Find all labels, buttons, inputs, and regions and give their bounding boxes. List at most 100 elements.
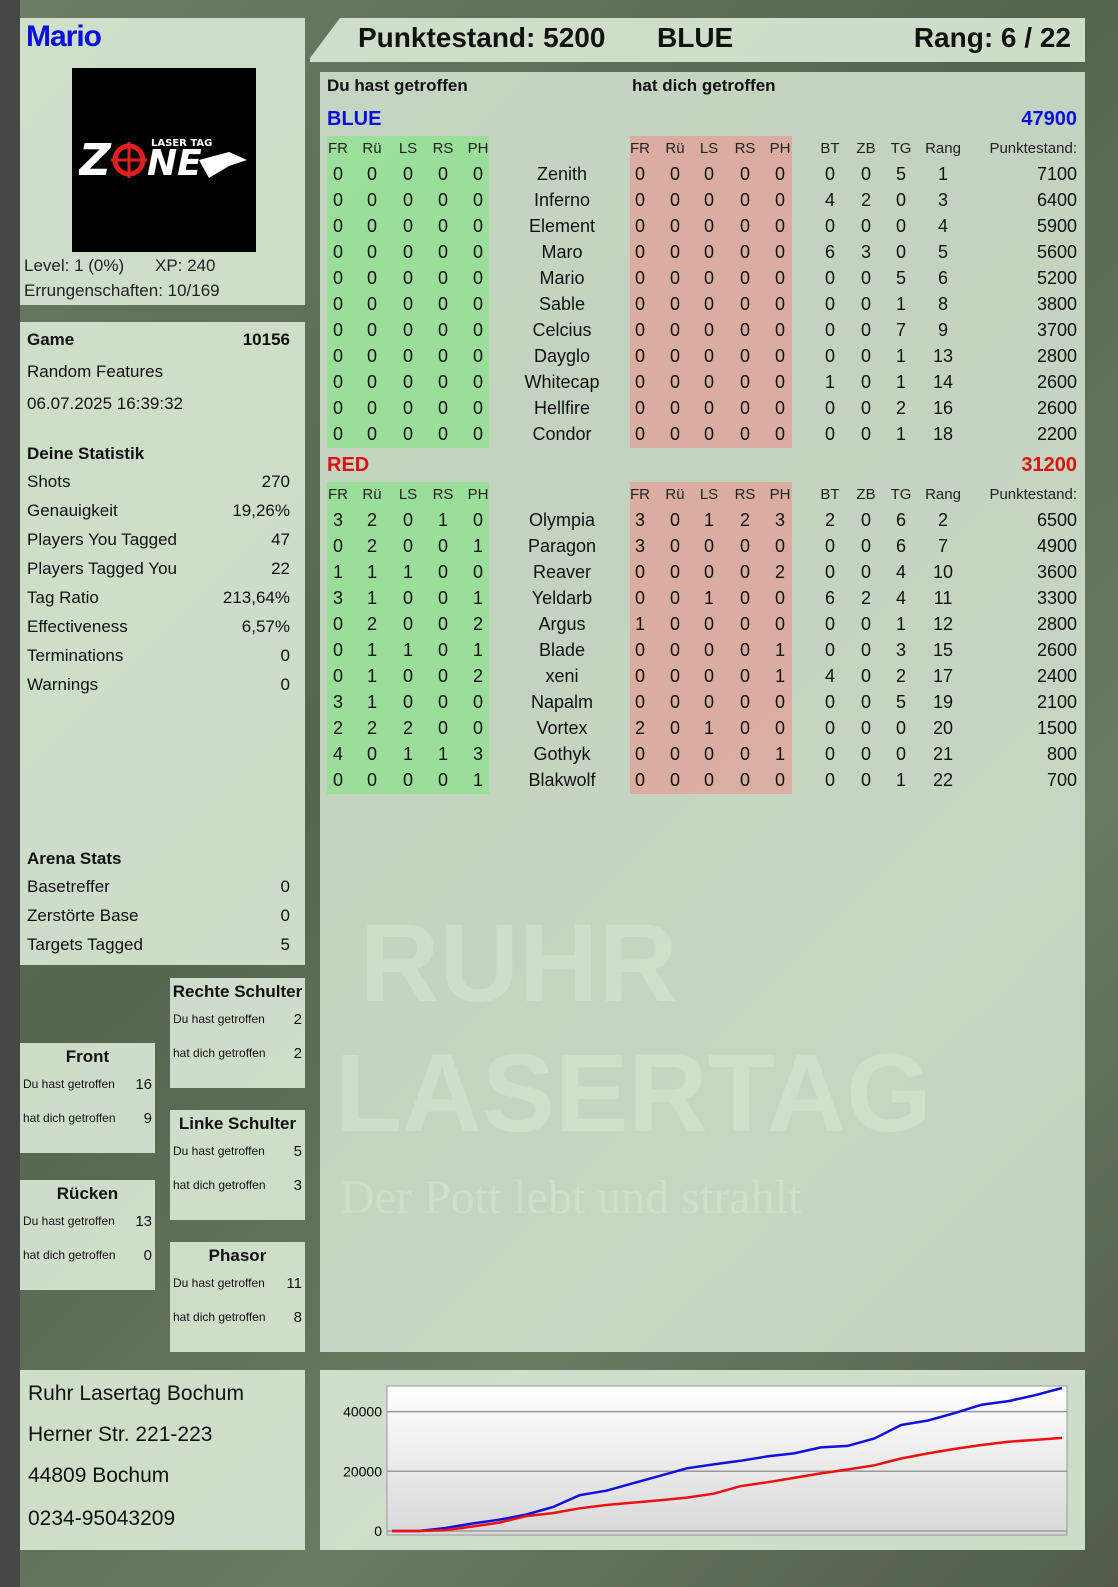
you-hit-block [327, 136, 489, 448]
you-hit-RS: 1 [437, 744, 448, 764]
you-hit-PH: 0 [472, 424, 483, 444]
hit-zone-title: Rechte Schulter [172, 982, 303, 1001]
hit-zone-title: Rücken [56, 1184, 119, 1203]
hit-zone-linke-schulter: Linke Schulter Du hast getroffen 5 hat dich… [170, 1110, 305, 1220]
hit-you-PH: 0 [774, 190, 785, 210]
stat-label: Tag Ratio [27, 588, 99, 607]
you-hit-PH: 2 [472, 666, 483, 686]
player-row: 0 0 0 0 0 Sable 0 0 0 0 0 0 0 1 8 3800 [320, 294, 1085, 320]
stat-ZB: 0 [860, 744, 871, 764]
player-name: Argus [538, 614, 586, 634]
hit-you-PH: 0 [774, 268, 785, 288]
stat-ZB: 0 [860, 640, 871, 660]
hit-you-RS: 0 [739, 666, 750, 686]
col-header-you-Rü: Rü [362, 140, 382, 157]
stat-value: 22 [271, 559, 290, 578]
player-score: 4900 [1036, 536, 1077, 556]
you-hit-RS: 0 [437, 588, 448, 608]
you-hit-PH: 0 [472, 692, 483, 712]
stat-TG: 0 [895, 216, 906, 236]
stat-ZB: 0 [860, 320, 871, 340]
stat-label: Players You Tagged [27, 530, 177, 549]
blue-team-line [392, 1386, 1063, 1533]
stat-Rang: 21 [932, 744, 954, 764]
you-hit-RS: 0 [437, 640, 448, 660]
hit-you-FR: 0 [634, 164, 645, 184]
stat-BT: 6 [824, 242, 835, 262]
hit-you-RS: 0 [739, 242, 750, 262]
stat-ZB: 3 [860, 242, 871, 262]
col-header-you-LS: LS [398, 486, 418, 503]
col-header-you-RS: RS [432, 486, 454, 503]
stat-Rang: 1 [937, 164, 948, 184]
you-hit-label: Du hast getroffen [327, 76, 468, 95]
venue-street: Herner Str. 221-223 [28, 1423, 213, 1446]
you-hit-LS: 0 [402, 666, 413, 686]
player-row: 0 2 0 0 1 Paragon 3 0 0 0 0 0 0 6 7 4900 [320, 536, 1085, 562]
you-hit-RS: 0 [437, 562, 448, 582]
hit-you-Rü: 0 [669, 424, 680, 444]
hit-you-PH: 0 [774, 346, 785, 366]
hit-you-value: 3 [293, 1177, 302, 1194]
hit-you-FR: 3 [634, 536, 645, 556]
col-header-TG: TG [890, 140, 912, 157]
you-hit-RS: 0 [437, 164, 448, 184]
hit-you-Rü: 0 [669, 692, 680, 712]
stat-ZB: 0 [860, 666, 871, 686]
hit-you-RS: 0 [739, 562, 750, 582]
hit-you-FR: 0 [634, 424, 645, 444]
y-tick-label: 0 [374, 1523, 382, 1539]
col-header-you-PH: PH [467, 486, 489, 503]
hit-you-RS: 2 [739, 510, 750, 530]
player-name: Zenith [536, 164, 588, 184]
you-hit-Rü: 0 [366, 372, 377, 392]
stat-Rang: 5 [937, 242, 948, 262]
you-hit-value: 16 [135, 1076, 152, 1093]
stat-value: 19,26% [232, 501, 290, 520]
hit-you-FR: 0 [634, 770, 645, 790]
stat-label: Genauigkeit [27, 501, 118, 520]
player-score: 3700 [1036, 320, 1077, 340]
player-name: Hellfire [533, 398, 590, 418]
zone-laser-tag-logo: Z NE LASER TAG [72, 68, 256, 252]
hit-you-RS: 0 [739, 216, 750, 236]
you-hit-RS: 0 [437, 294, 448, 314]
hit-you-RS: 0 [739, 424, 750, 444]
stat-BT: 0 [824, 744, 835, 764]
player-name: Mario [539, 268, 585, 288]
stat-BT: 0 [824, 614, 835, 634]
you-hit-RS: 0 [437, 666, 448, 686]
you-hit-PH: 0 [472, 398, 483, 418]
you-hit-FR: 0 [332, 294, 343, 314]
hit-you-PH: 0 [774, 320, 785, 340]
hit-you-FR: 0 [634, 640, 645, 660]
stat-Rang: 3 [937, 190, 948, 210]
you-hit-PH: 0 [472, 164, 483, 184]
player-score: 2200 [1036, 424, 1077, 444]
hit-you-PH: 1 [774, 744, 785, 764]
hit-you-LS: 0 [703, 744, 714, 764]
hit-you-PH: 0 [774, 718, 785, 738]
player-score: 3600 [1036, 562, 1077, 582]
player-name: Inferno [533, 190, 591, 210]
stat-TG: 1 [895, 346, 906, 366]
stat-Rang: 19 [932, 692, 954, 712]
stat-BT: 4 [824, 666, 835, 686]
player-name: Paragon [527, 536, 597, 556]
hit-you-Rü: 0 [669, 588, 680, 608]
you-hit-value: 5 [293, 1143, 302, 1160]
hit-you-LS: 0 [703, 536, 714, 556]
stat-TG: 2 [895, 398, 906, 418]
hit-you-LS: 0 [703, 268, 714, 288]
hit-you-Rü: 0 [669, 744, 680, 764]
stat-TG: 6 [895, 510, 906, 530]
hit-you-LS: 0 [703, 190, 714, 210]
stat-TG: 2 [895, 666, 906, 686]
you-hit-label: Du hast getroffen [173, 1012, 265, 1026]
hit-you-RS: 0 [739, 294, 750, 314]
player-score: 6400 [1036, 190, 1077, 210]
you-hit-LS: 2 [402, 718, 413, 738]
stat-Rang: 16 [932, 398, 954, 418]
you-hit-FR: 0 [332, 320, 343, 340]
you-hit-FR: 0 [332, 164, 343, 184]
